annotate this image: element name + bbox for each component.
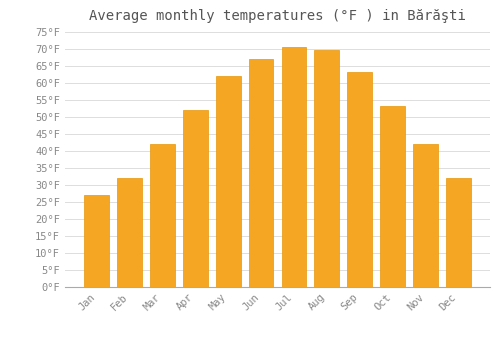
Title: Average monthly temperatures (°F ) in Bărăşti: Average monthly temperatures (°F ) in Bă… — [89, 9, 466, 23]
Bar — [446, 178, 470, 287]
Bar — [117, 178, 142, 287]
Bar — [413, 144, 438, 287]
Bar — [314, 50, 339, 287]
Bar — [150, 144, 174, 287]
Bar — [282, 47, 306, 287]
Bar — [248, 59, 274, 287]
Bar — [348, 72, 372, 287]
Bar — [380, 106, 405, 287]
Bar — [84, 195, 109, 287]
Bar — [183, 110, 208, 287]
Bar — [216, 76, 240, 287]
